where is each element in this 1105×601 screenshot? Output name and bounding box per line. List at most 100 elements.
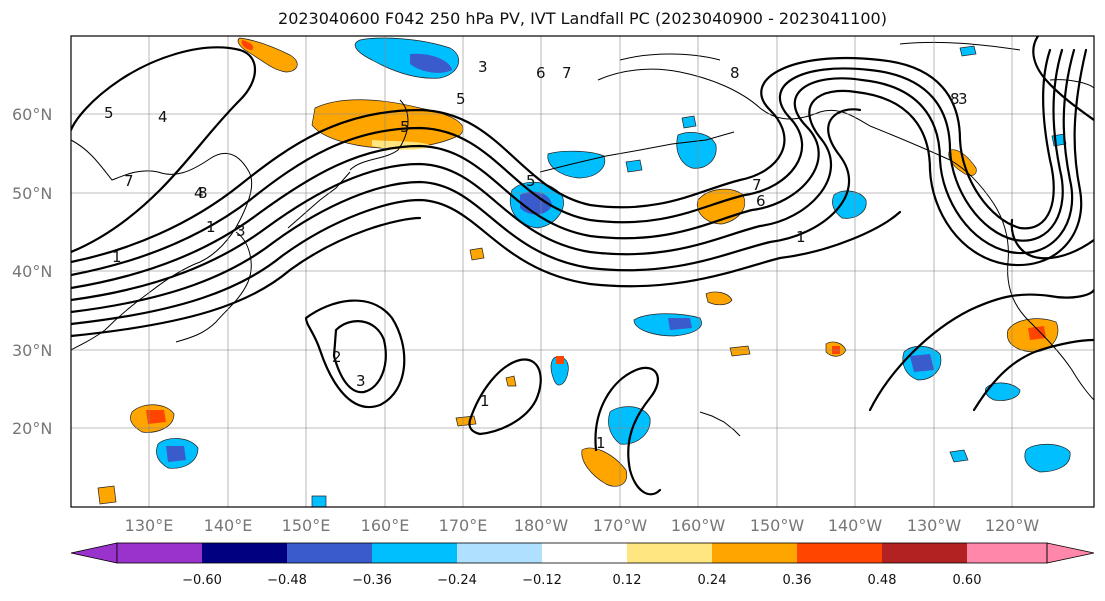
jet-contour-3 bbox=[71, 48, 1076, 290]
colorbar: −0.60 −0.48 −0.36 −0.24 −0.12 0.12 0.24 … bbox=[70, 542, 1095, 588]
colorbar-tick-label: 0.12 bbox=[613, 573, 642, 588]
jet-contour-2 bbox=[71, 48, 1064, 277]
contour-label: 5 bbox=[104, 104, 114, 122]
colorbar-frame bbox=[116, 542, 1048, 564]
contour-label: 1 bbox=[596, 434, 606, 452]
colorbar-segment bbox=[457, 543, 543, 563]
contour-label: 4 bbox=[158, 108, 168, 126]
lon-label: 160°W bbox=[671, 516, 726, 535]
coast-nw-na bbox=[869, 125, 1094, 401]
red-spot-west bbox=[146, 410, 166, 424]
colorbar-tick-label: −0.24 bbox=[437, 573, 477, 588]
contour-hawaii-loop bbox=[594, 366, 662, 496]
coastlines bbox=[71, 41, 1094, 437]
colorbar-segment bbox=[797, 543, 883, 563]
gridlines bbox=[71, 36, 1094, 507]
lon-label: 150°E bbox=[282, 516, 331, 535]
orange-spot-sw bbox=[97, 485, 117, 505]
colorbar-segment bbox=[542, 543, 628, 563]
contour-label: 3 bbox=[478, 58, 488, 76]
contour-east-3 bbox=[1010, 218, 1094, 260]
colorbar-tick-label: 0.24 bbox=[698, 573, 727, 588]
contour-label: 8 bbox=[198, 184, 208, 202]
colorbar-tick-label: 0.60 bbox=[953, 573, 982, 588]
contour-label: 1 bbox=[112, 248, 122, 266]
contour-label: 3 bbox=[236, 222, 246, 240]
lon-label: 160°E bbox=[361, 516, 410, 535]
orange-spot-small bbox=[469, 247, 485, 261]
contour-label: 2 bbox=[332, 348, 342, 366]
contour-label: 5 bbox=[456, 90, 466, 108]
contour-label: 6 bbox=[536, 64, 546, 82]
lon-label: 170°E bbox=[439, 516, 488, 535]
contour-label: 3 bbox=[958, 90, 968, 108]
colorbar-segment bbox=[882, 543, 968, 563]
colorbar-segment bbox=[372, 543, 458, 563]
contour-south-1 bbox=[71, 46, 256, 254]
orange-spot-170e bbox=[455, 415, 477, 427]
contour-east-2 bbox=[972, 338, 1094, 412]
contour-label: 7 bbox=[752, 176, 762, 194]
colorbar-tick-label: −0.12 bbox=[522, 573, 562, 588]
colorbar-ticks: −0.60 −0.48 −0.36 −0.24 −0.12 0.12 0.24 … bbox=[182, 573, 981, 588]
coast-alaska bbox=[597, 68, 871, 127]
contour-label: 6 bbox=[756, 192, 766, 210]
contour-label: 1 bbox=[480, 392, 490, 410]
royal-blob-130w bbox=[910, 354, 934, 372]
colorbar-tick-label: −0.36 bbox=[352, 573, 392, 588]
pc-shading bbox=[97, 37, 1071, 507]
lon-label: 120°W bbox=[985, 516, 1040, 535]
contour-label: 1 bbox=[206, 218, 216, 236]
contour-label: 8 bbox=[950, 90, 960, 108]
royal-blob-top bbox=[410, 53, 452, 73]
blue-spot-sw bbox=[311, 495, 327, 507]
contour-south-3 bbox=[332, 320, 387, 394]
blue-spot-se2 bbox=[949, 449, 969, 463]
lon-label: 130°W bbox=[907, 516, 962, 535]
orange-spot-midpac2 bbox=[729, 345, 751, 357]
colorbar-tick-label: −0.48 bbox=[267, 573, 307, 588]
blue-blob-140w bbox=[832, 190, 867, 219]
contour-label: 7 bbox=[562, 64, 572, 82]
colorbar-segment bbox=[287, 543, 373, 563]
lat-label: 40°N bbox=[12, 262, 52, 281]
contour-label: 1 bbox=[796, 228, 806, 246]
yellow-rim-kamchatka bbox=[372, 140, 432, 150]
colorbar-tick-label: 0.36 bbox=[783, 573, 812, 588]
colorbar-tick-label: 0.48 bbox=[868, 573, 897, 588]
orange-blob-170w bbox=[581, 447, 628, 487]
contour-label: 4 bbox=[194, 184, 204, 202]
orange-blob-midpac bbox=[705, 291, 733, 306]
colorbar-segment bbox=[117, 543, 203, 563]
contour-label: 5 bbox=[526, 172, 536, 190]
royal-blob-midpac bbox=[668, 318, 692, 330]
red-spot-small bbox=[556, 356, 564, 364]
blue-spot-nw bbox=[959, 45, 977, 57]
lon-label: 170°W bbox=[593, 516, 648, 535]
blue-blob-subtropic bbox=[984, 382, 1021, 401]
contour-south-4 bbox=[468, 358, 542, 436]
pv-contours bbox=[71, 36, 1094, 496]
blue-blob-aleutian bbox=[547, 150, 606, 179]
lon-label: 140°W bbox=[828, 516, 883, 535]
jet-contour-7 bbox=[71, 216, 422, 338]
lon-label: 150°W bbox=[750, 516, 805, 535]
red-spot-california bbox=[1028, 326, 1046, 340]
lat-labels: 60°N 50°N 40°N 30°N 20°N bbox=[12, 105, 52, 438]
coast-hawaii bbox=[699, 411, 741, 437]
lat-label: 50°N bbox=[12, 184, 52, 203]
lon-label: 180°W bbox=[514, 516, 569, 535]
orange-blob-kamchatka bbox=[311, 99, 464, 149]
map-frame bbox=[70, 35, 1095, 508]
contour-south-2 bbox=[304, 299, 406, 408]
jet-contour-6 bbox=[71, 198, 902, 326]
royal-blob-west bbox=[166, 446, 186, 462]
coast-asia bbox=[71, 139, 253, 351]
jet-contour-5 bbox=[71, 108, 862, 314]
jet-contour-1 bbox=[71, 48, 1055, 264]
contour-loop-topright bbox=[1032, 36, 1094, 122]
colorbar-segment bbox=[627, 543, 713, 563]
contour-label: 8 bbox=[730, 64, 740, 82]
contour-label: 7 bbox=[124, 172, 134, 190]
